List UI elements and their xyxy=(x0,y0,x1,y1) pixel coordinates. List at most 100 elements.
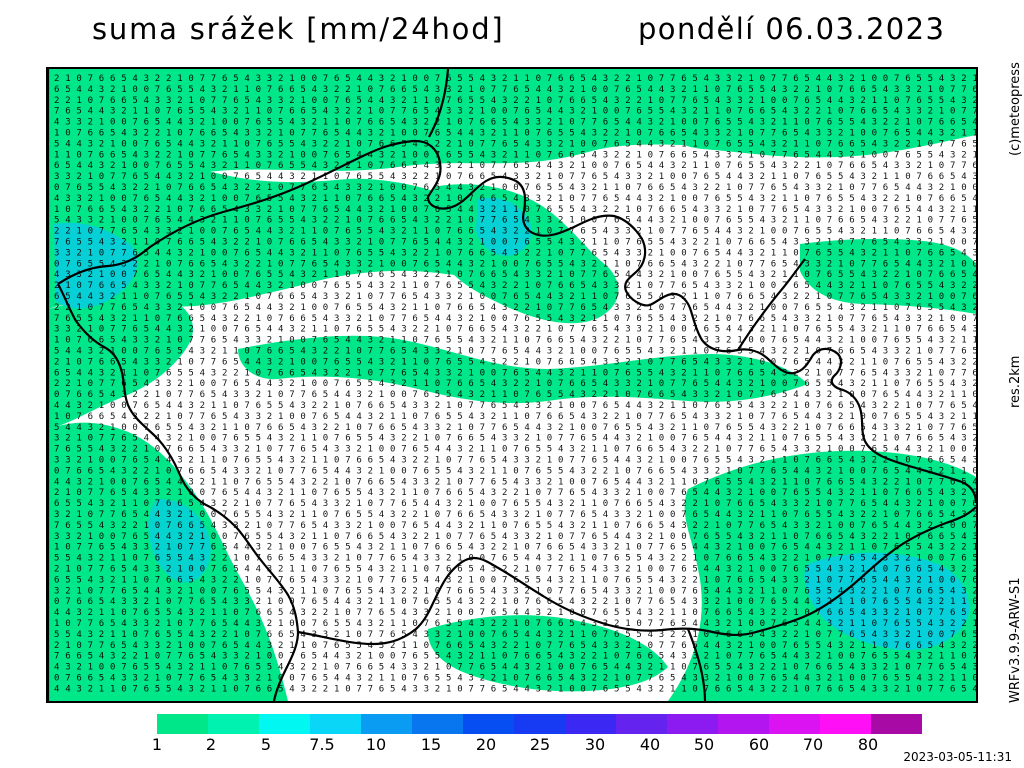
grid-value: 0 xyxy=(457,118,462,128)
grid-value: 5 xyxy=(435,597,440,607)
grid-value: 1 xyxy=(827,238,832,248)
legend-swatch xyxy=(718,714,770,734)
grid-value: 1 xyxy=(502,466,507,476)
grid-value: 1 xyxy=(312,586,317,596)
grid-value: 1 xyxy=(782,248,787,258)
grid-value: 5 xyxy=(502,401,507,411)
grid-value: 4 xyxy=(726,172,731,182)
grid-value: 0 xyxy=(704,423,709,433)
grid-value: 6 xyxy=(345,96,350,106)
grid-value: 6 xyxy=(916,565,921,575)
grid-value: 2 xyxy=(872,172,877,182)
grid-value: 6 xyxy=(502,630,507,640)
grid-value: 1 xyxy=(289,565,294,575)
grid-value: 5 xyxy=(603,248,608,258)
grid-value: 7 xyxy=(424,205,429,215)
grid-value: 2 xyxy=(144,129,149,139)
grid-value: 6 xyxy=(894,336,899,346)
grid-value: 2 xyxy=(636,379,641,389)
grid-value: 1 xyxy=(200,532,205,542)
grid-value: 0 xyxy=(435,510,440,520)
grid-value: 7 xyxy=(905,303,910,313)
grid-value: 5 xyxy=(670,259,675,269)
grid-value: 6 xyxy=(480,118,485,128)
grid-value: 6 xyxy=(244,248,249,258)
grid-value: 3 xyxy=(323,575,328,585)
grid-value: 3 xyxy=(390,434,395,444)
grid-value: 3 xyxy=(412,401,417,411)
grid-value: 5 xyxy=(804,488,809,498)
grid-value: 4 xyxy=(580,543,585,553)
grid-value: 7 xyxy=(110,227,115,237)
grid-value: 1 xyxy=(872,641,877,651)
grid-value: 0 xyxy=(76,488,81,498)
grid-value: 7 xyxy=(592,194,597,204)
grid-value: 7 xyxy=(188,597,193,607)
grid-value: 5 xyxy=(524,575,529,585)
grid-value: 5 xyxy=(222,543,227,553)
grid-value: 0 xyxy=(188,74,193,84)
grid-value: 6 xyxy=(704,325,709,335)
grid-value: 5 xyxy=(88,445,93,455)
grid-value: 1 xyxy=(99,270,104,280)
grid-value: 0 xyxy=(222,118,227,128)
grid-value: 0 xyxy=(132,347,137,357)
grid-value: 7 xyxy=(54,314,59,324)
grid-value: 0 xyxy=(457,194,462,204)
grid-value: 5 xyxy=(65,575,70,585)
grid-value: 6 xyxy=(816,663,821,673)
grid-value: 1 xyxy=(188,303,193,313)
grid-value: 3 xyxy=(88,630,93,640)
grid-value: 2 xyxy=(424,325,429,335)
grid-value: 1 xyxy=(670,194,675,204)
grid-value: 3 xyxy=(636,663,641,673)
grid-value: 3 xyxy=(200,554,205,564)
grid-value: 4 xyxy=(804,129,809,139)
grid-value: 3 xyxy=(883,423,888,433)
grid-value: 7 xyxy=(457,325,462,335)
grid-value: 4 xyxy=(312,292,317,302)
grid-value: 7 xyxy=(849,575,854,585)
grid-value: 6 xyxy=(838,684,843,694)
grid-value: 5 xyxy=(939,586,944,596)
grid-value: 4 xyxy=(636,477,641,487)
grid-value: 0 xyxy=(468,139,473,149)
grid-value: 2 xyxy=(424,663,429,673)
grid-value: 3 xyxy=(155,379,160,389)
grid-value: 7 xyxy=(536,129,541,139)
grid-value: 5 xyxy=(468,641,473,651)
grid-value: 0 xyxy=(670,532,675,542)
grid-value: 7 xyxy=(323,565,328,575)
grid-value: 6 xyxy=(748,238,753,248)
grid-value: 1 xyxy=(692,347,697,357)
grid-value: 3 xyxy=(200,139,205,149)
grid-value: 4 xyxy=(480,281,485,291)
legend-tick-2: 2 xyxy=(206,735,216,754)
grid-value: 0 xyxy=(592,139,597,149)
grid-value: 1 xyxy=(211,401,216,411)
grid-value: 2 xyxy=(188,325,193,335)
grid-value: 6 xyxy=(872,445,877,455)
grid-value: 7 xyxy=(681,96,686,106)
grid-value: 7 xyxy=(401,314,406,324)
grid-value: 3 xyxy=(412,663,417,673)
grid-value: 6 xyxy=(737,292,742,302)
grid-value: 4 xyxy=(760,423,765,433)
grid-value: 1 xyxy=(513,543,518,553)
grid-value: 5 xyxy=(200,521,205,531)
grid-value: 3 xyxy=(816,466,821,476)
grid-value: 2 xyxy=(961,543,966,553)
grid-value: 1 xyxy=(468,499,473,509)
grid-value: 5 xyxy=(345,565,350,575)
grid-value: 2 xyxy=(603,674,608,684)
grid-value: 4 xyxy=(390,248,395,258)
grid-value: 3 xyxy=(782,575,787,585)
grid-value: 6 xyxy=(558,336,563,346)
grid-value: 6 xyxy=(424,183,429,193)
grid-value: 3 xyxy=(132,674,137,684)
grid-value: 2 xyxy=(110,499,115,509)
grid-value: 5 xyxy=(793,412,798,422)
grid-value: 0 xyxy=(200,510,205,520)
grid-value: 7 xyxy=(99,303,104,313)
grid-value: 4 xyxy=(625,194,630,204)
